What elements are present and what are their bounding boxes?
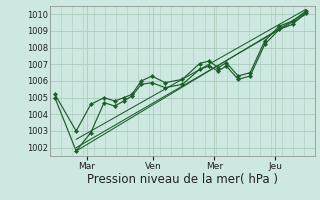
X-axis label: Pression niveau de la mer( hPa ): Pression niveau de la mer( hPa ) <box>87 173 278 186</box>
